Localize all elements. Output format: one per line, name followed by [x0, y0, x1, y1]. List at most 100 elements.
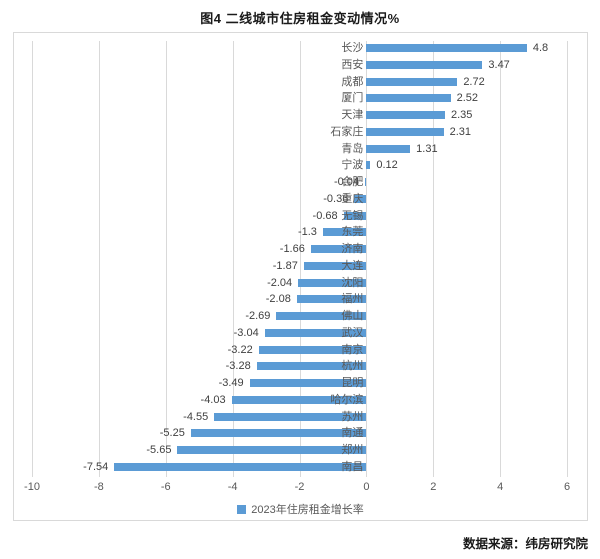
- grid-line: [299, 41, 301, 477]
- legend-label: 2023年住房租金增长率: [251, 504, 364, 516]
- bar: [249, 379, 367, 387]
- bar: [296, 295, 367, 304]
- bar: [366, 161, 371, 170]
- grid-line: [433, 41, 435, 477]
- category-label: 南通: [341, 427, 364, 440]
- category-label: 济南: [341, 243, 364, 255]
- bar: [298, 278, 367, 287]
- grid-line: [500, 41, 502, 477]
- x-tick-label: -6: [160, 481, 171, 493]
- x-tick-label: -2: [294, 481, 305, 493]
- bar: [303, 261, 367, 270]
- bar: [177, 446, 367, 454]
- bar: [276, 312, 367, 320]
- data-source-note: 数据来源：纬房研究院: [462, 537, 588, 551]
- category-label: 合肥: [341, 176, 364, 188]
- bar-value-label: 2.72: [463, 75, 485, 88]
- bar-value-label: 3.47: [488, 58, 510, 71]
- bar-value-label: -7.54: [83, 460, 109, 473]
- bar-value-label: -0.68: [312, 209, 338, 222]
- bar: [366, 144, 411, 153]
- bar: [366, 111, 445, 119]
- bar: [310, 245, 367, 253]
- bar-value-label: 1.31: [416, 142, 438, 155]
- bar: [214, 412, 367, 421]
- bar-value-label: 2.35: [450, 109, 473, 121]
- bar: [366, 127, 444, 136]
- bar: [264, 328, 367, 337]
- category-label: 西安: [341, 58, 364, 71]
- grid-line: [98, 41, 100, 477]
- chart-title: 图4 二线城市住房租金变动情况%: [200, 11, 400, 26]
- bar-value-label: -0.04: [333, 176, 360, 188]
- bar: [114, 462, 367, 471]
- bar-value-label: 2.52: [456, 92, 479, 105]
- category-label: 郑州: [341, 444, 364, 456]
- category-label: 青岛: [341, 142, 364, 155]
- bar: [366, 77, 458, 86]
- category-label: 石家庄: [330, 125, 364, 138]
- bar-value-label: -1.3: [297, 226, 317, 239]
- grid-line: [567, 41, 568, 477]
- bar-value-label: -3.49: [218, 377, 244, 389]
- bar: [190, 429, 367, 438]
- grid-line: [366, 41, 368, 477]
- bar-value-label: 4.8: [532, 42, 549, 54]
- chart-area: 4.8 长沙 3.47 西安 2.72 成都 2.52 厦门 2.35 天津 2.31 石家庄 1.31…: [13, 32, 588, 521]
- bar-value-label: -1.87: [272, 259, 298, 272]
- bar-value-label: -3.22: [227, 343, 253, 356]
- category-label: 成都: [341, 75, 364, 88]
- category-label: 沈阳: [341, 276, 364, 289]
- category-label: 大连: [341, 259, 364, 272]
- category-label: 厦门: [341, 92, 364, 105]
- x-tick-label: 2: [430, 481, 437, 493]
- bar-value-label: -4.03: [200, 393, 226, 406]
- bar-value-label: 2.31: [449, 125, 472, 138]
- bar: [343, 211, 367, 220]
- bar-value-label: -2.69: [245, 310, 271, 322]
- bar: [256, 362, 367, 371]
- category-label: 天津: [341, 109, 364, 121]
- category-label: 宁波: [341, 159, 364, 172]
- bar: [354, 194, 367, 203]
- category-label: 佛山: [341, 310, 364, 322]
- x-tick-label: 6: [563, 481, 571, 493]
- category-label: 重庆: [341, 192, 364, 205]
- bar-value-label: -3.04: [233, 326, 259, 339]
- grid-line: [232, 41, 234, 477]
- category-label: 苏州: [341, 410, 364, 423]
- bar-value-label: -2.08: [265, 293, 291, 306]
- bar-value-label: -0.36: [323, 192, 349, 205]
- category-label: 南京: [341, 343, 364, 356]
- category-label: 昆明: [341, 377, 364, 389]
- bar: [366, 44, 527, 52]
- x-tick-label: -8: [93, 481, 104, 493]
- category-label: 哈尔滨: [330, 393, 364, 406]
- bar-value-label: 0.12: [376, 159, 398, 172]
- bar-value-label: -1.66: [279, 243, 305, 255]
- category-label: 无锡: [341, 209, 364, 222]
- bar: [366, 60, 483, 69]
- legend: 2023年住房租金增长率: [14, 501, 587, 517]
- legend-swatch-icon: [237, 504, 247, 514]
- x-tick-label: 0: [363, 481, 370, 493]
- bar-value-label: -4.55: [183, 410, 209, 423]
- bar-value-label: -2.04: [267, 276, 293, 289]
- category-label: 杭州: [341, 360, 364, 373]
- bar: [322, 228, 367, 237]
- x-tick-label: 4: [497, 481, 504, 493]
- bar: [365, 178, 367, 186]
- bar: [231, 395, 367, 404]
- bar-value-label: -5.25: [159, 427, 185, 440]
- category-label: 南昌: [341, 460, 364, 473]
- category-label: 福州: [341, 293, 364, 306]
- grid-line: [165, 41, 167, 477]
- bar-value-label: -3.28: [225, 360, 251, 373]
- bar-value-label: -5.65: [146, 444, 172, 456]
- x-tick-label: -4: [227, 481, 238, 493]
- x-tick-label: -10: [24, 481, 40, 493]
- grid-line: [32, 41, 33, 477]
- category-label: 武汉: [341, 326, 364, 339]
- bar: [258, 345, 367, 354]
- bar: [366, 94, 451, 103]
